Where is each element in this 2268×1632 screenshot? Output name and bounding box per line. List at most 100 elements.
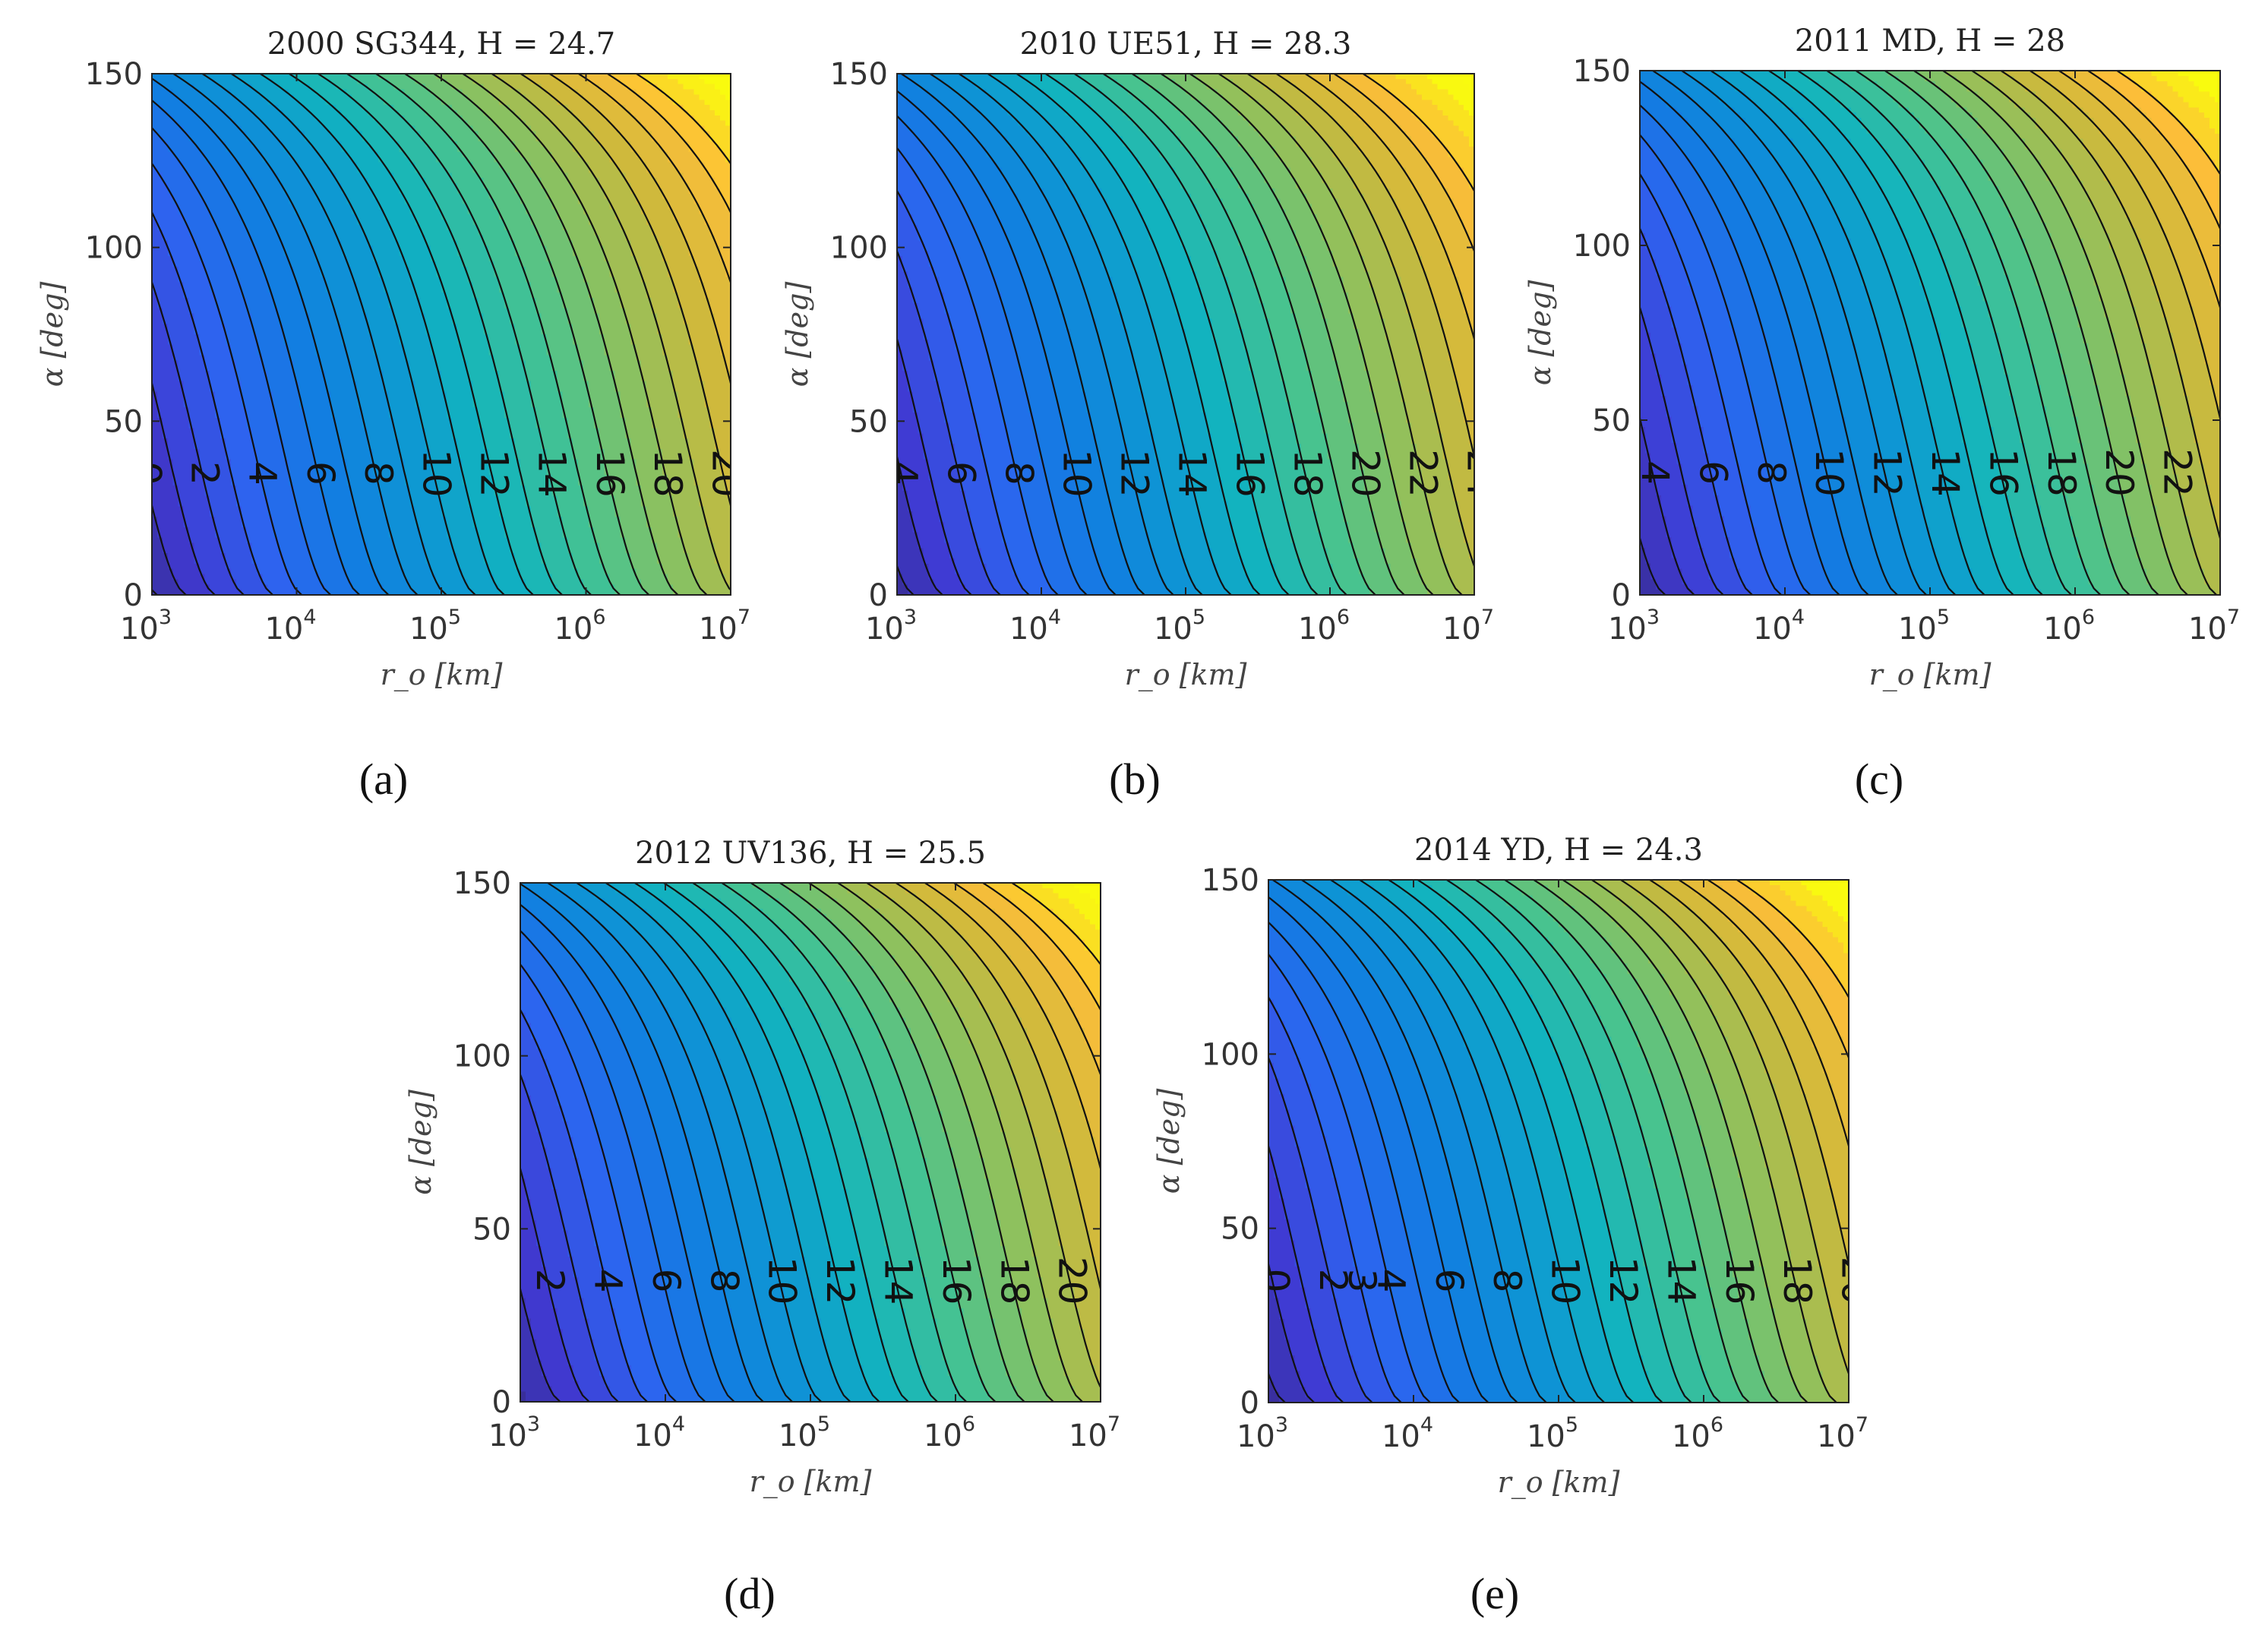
x-tick-label: 104 <box>1382 1413 1433 1454</box>
contour-label: 22 <box>1401 449 1445 498</box>
contour-line <box>897 90 1117 595</box>
contour-line <box>779 883 1025 1402</box>
x-tick-label: 105 <box>779 1412 830 1453</box>
contour-labels: 4 6 8 10 12 14 16 18 20 22 24 <box>1633 448 2220 497</box>
contour-line <box>958 74 1203 595</box>
contour-fill <box>152 74 731 595</box>
contour-line <box>1073 74 1319 595</box>
contour-label: 4 <box>1369 1269 1413 1293</box>
contour-label: 20 <box>1050 1257 1095 1305</box>
x-tick-label: 103 <box>120 606 172 647</box>
contour-line <box>152 210 273 595</box>
contour-label: 4 <box>1633 460 1677 485</box>
y-tick-label: 50 <box>849 404 888 439</box>
contour-line <box>462 74 708 595</box>
y-tick-label: 150 <box>453 866 511 901</box>
y-tick-label: 100 <box>1202 1037 1259 1072</box>
x-tick-label: 105 <box>1898 606 1950 647</box>
contour-label: 20 <box>703 449 747 498</box>
chart-title: 2011 MD, H = 28 <box>1795 24 2065 59</box>
y-tick-label: 150 <box>1202 863 1259 898</box>
contour-line <box>1417 880 1663 1403</box>
y-axis-label: α [deg] <box>1152 1089 1186 1194</box>
contour-line <box>866 883 1101 1390</box>
contour-label: 12 <box>1113 449 1157 498</box>
contour-line <box>1649 880 1849 1268</box>
contour-line <box>895 883 1101 1293</box>
contour-label: 4 <box>586 1269 630 1293</box>
contour-label: 16 <box>934 1257 978 1305</box>
contour-line <box>520 1072 619 1402</box>
x-tick-label: 106 <box>1672 1413 1723 1454</box>
contour-line <box>152 280 245 595</box>
contour-line <box>1681 71 1927 595</box>
panel-caption-label: (a) <box>359 754 408 804</box>
contour-line <box>1131 74 1376 595</box>
panel-caption-label: (b) <box>1109 754 1161 804</box>
x-tick-label: 105 <box>409 606 461 647</box>
x-tick-label: 107 <box>1442 606 1494 647</box>
x-tick-label: 105 <box>1154 606 1205 647</box>
contour-line <box>1044 74 1290 595</box>
contour-line <box>520 1165 590 1402</box>
contour-label: 3 <box>1340 1269 1384 1293</box>
contour-line <box>346 74 592 595</box>
y-tick-label: 100 <box>85 231 143 266</box>
contour-lines <box>1640 71 2220 595</box>
contour-line <box>152 162 302 595</box>
x-tick-label: 106 <box>924 1412 975 1453</box>
panel-caption-label: (e) <box>1470 1569 1519 1618</box>
contour-label: 10 <box>414 449 458 498</box>
contour-line <box>900 74 1145 595</box>
contour-line <box>404 74 650 595</box>
chart-title: 2000 SG344, H = 24.7 <box>267 27 616 62</box>
contour-line <box>1268 953 1431 1403</box>
y-tick-label: 50 <box>472 1212 511 1247</box>
contour-line <box>897 248 1001 595</box>
contour-line <box>1160 74 1405 595</box>
x-tick-label: 107 <box>2188 606 2240 647</box>
contour-label: 16 <box>1228 449 1272 498</box>
chart-title: 2014 YD, H = 24.3 <box>1414 833 1703 868</box>
panel-4: 2 4 6 8 10 12 14 16 18 20 2012 UV136, H = 25.5 0 50 1… <box>404 836 1120 1618</box>
contour-label: 12 <box>1601 1257 1645 1305</box>
contour-label: 10 <box>1055 449 1099 498</box>
x-tick-label: 107 <box>1817 1413 1868 1454</box>
contour-line <box>1620 880 1849 1377</box>
y-tick-label: 150 <box>1573 54 1631 89</box>
contour-line <box>520 1285 561 1402</box>
contour-line <box>1739 71 1985 595</box>
y-tick-label: 0 <box>124 578 143 613</box>
contour-line <box>897 147 1059 595</box>
contour-line <box>1678 880 1849 1150</box>
x-tick-label: 106 <box>1298 606 1350 647</box>
x-tick-label: 104 <box>264 606 316 647</box>
contour-label: 18 <box>1286 449 1330 498</box>
contour-fill <box>520 883 1101 1402</box>
contour-label: 12 <box>818 1257 862 1305</box>
contour-lines <box>520 883 1101 1402</box>
contour-line <box>1268 1055 1373 1403</box>
contour-line <box>2000 71 2220 542</box>
contour-label: 8 <box>1749 460 1793 485</box>
contour-line <box>1640 103 1840 595</box>
contour-lines <box>1268 880 1849 1403</box>
contour-fill <box>897 74 1474 595</box>
contour-line <box>433 74 679 595</box>
contour-line <box>837 883 1083 1402</box>
x-tick-label: 103 <box>488 1412 540 1453</box>
x-tick-label: 103 <box>1237 1413 1288 1454</box>
contour-line <box>1016 74 1261 595</box>
contour-line <box>663 883 909 1402</box>
contour-line <box>2058 71 2220 311</box>
y-tick-label: 150 <box>830 57 888 92</box>
contour-line <box>1652 71 1898 595</box>
contour-fill <box>1268 880 1849 1403</box>
contour-line <box>987 74 1232 595</box>
contour-label: 22 <box>2156 448 2200 497</box>
y-axis-label: α [deg] <box>781 282 814 387</box>
contour-label: 0 <box>125 461 169 485</box>
contour-line <box>1971 71 2217 595</box>
y-tick-label: 50 <box>1592 403 1631 438</box>
contour-line <box>607 74 731 215</box>
